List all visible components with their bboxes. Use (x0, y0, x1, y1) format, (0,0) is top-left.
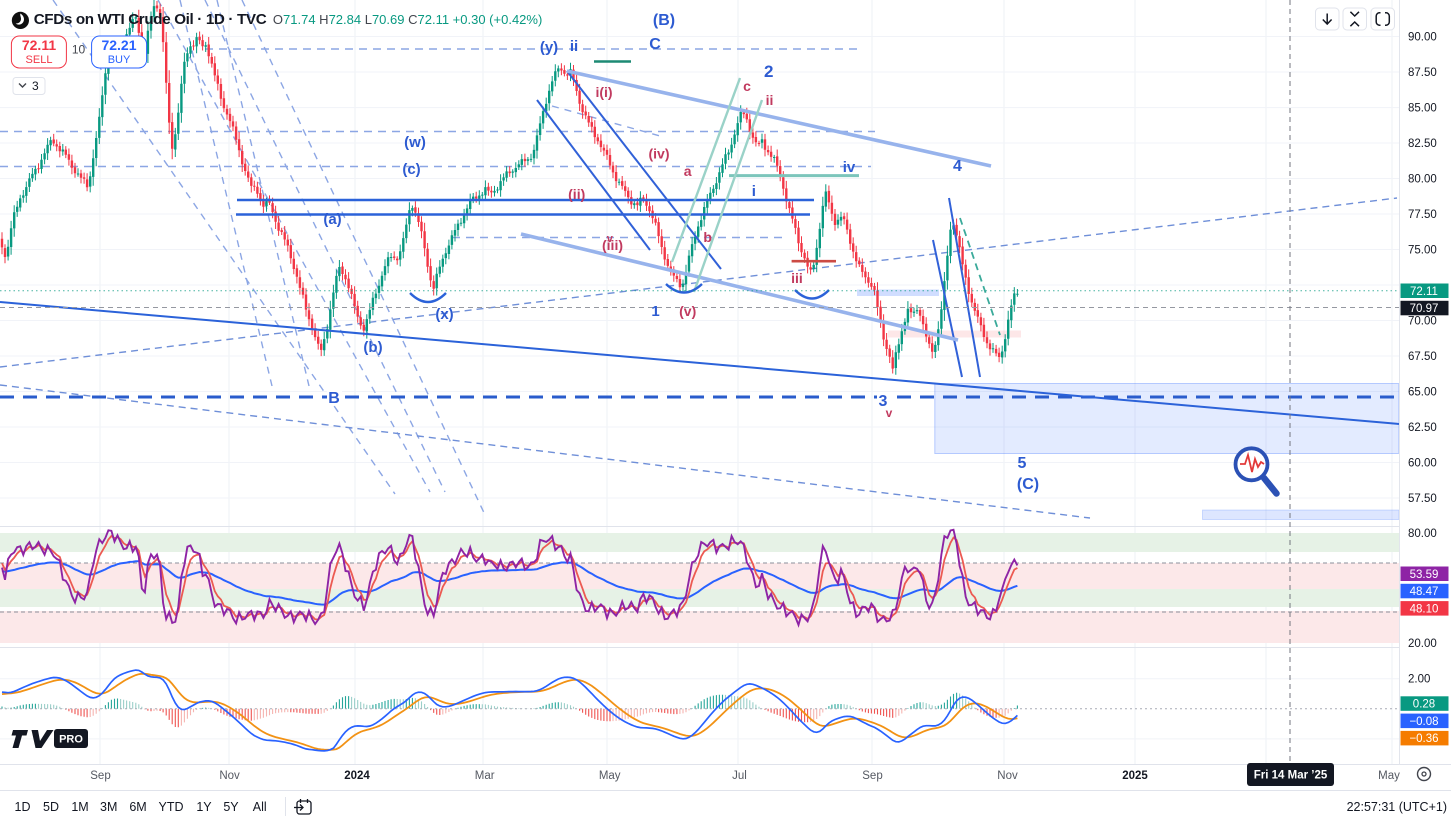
svg-text:3M: 3M (100, 800, 117, 814)
svg-text:v: v (886, 406, 893, 420)
svg-text:C: C (649, 36, 661, 53)
svg-text:1M: 1M (71, 800, 88, 814)
svg-text:2025: 2025 (1122, 770, 1148, 782)
svg-text:May: May (599, 770, 621, 782)
svg-text:87.50: 87.50 (1408, 67, 1437, 79)
svg-text:82.50: 82.50 (1408, 138, 1437, 150)
svg-text:70.97: 70.97 (1410, 303, 1439, 315)
svg-text:−0.36: −0.36 (1409, 733, 1438, 745)
svg-text:YTD: YTD (159, 800, 184, 814)
svg-text:2: 2 (764, 62, 773, 81)
svg-text:62.50: 62.50 (1408, 422, 1437, 434)
svg-text:3: 3 (32, 79, 39, 93)
svg-text:72.11: 72.11 (22, 37, 56, 53)
svg-text:(B): (B) (653, 12, 675, 29)
svg-text:4: 4 (953, 158, 962, 175)
svg-text:0.28: 0.28 (1413, 699, 1435, 711)
svg-text:48.47: 48.47 (1410, 586, 1439, 598)
svg-text:1: 1 (651, 303, 659, 320)
svg-text:65.00: 65.00 (1408, 387, 1437, 399)
svg-text:Nov: Nov (997, 770, 1018, 782)
svg-text:(iv): (iv) (649, 146, 670, 162)
svg-text:CFDs on WTI Crude Oil · 1D · T: CFDs on WTI Crude Oil · 1D · TVC (34, 11, 267, 28)
svg-text:67.50: 67.50 (1408, 351, 1437, 363)
svg-text:iii: iii (791, 270, 803, 286)
svg-text:1Y: 1Y (196, 800, 212, 814)
svg-text:(w): (w) (404, 134, 426, 151)
svg-text:a: a (684, 163, 692, 179)
svg-text:Sep: Sep (90, 770, 110, 782)
svg-text:22:57:31 (UTC+1): 22:57:31 (UTC+1) (1347, 800, 1447, 814)
svg-text:Sep: Sep (862, 770, 882, 782)
svg-text:60.00: 60.00 (1408, 458, 1437, 470)
svg-text:75.00: 75.00 (1408, 245, 1437, 257)
svg-text:B: B (328, 390, 340, 407)
svg-text:c: c (743, 78, 751, 94)
svg-text:72.21: 72.21 (101, 37, 136, 53)
svg-text:All: All (253, 800, 267, 814)
svg-text:O71.74 H72.84 L70.69 C72.11 +0: O71.74 H72.84 L70.69 C72.11 +0.30 (+0.42… (273, 12, 542, 27)
svg-text:5D: 5D (43, 800, 59, 814)
svg-text:5Y: 5Y (223, 800, 239, 814)
svg-text:20.00: 20.00 (1408, 638, 1437, 650)
svg-text:(C): (C) (1017, 476, 1039, 493)
svg-text:3: 3 (879, 393, 888, 410)
svg-text:SELL: SELL (26, 54, 53, 66)
svg-text:90.00: 90.00 (1408, 32, 1437, 44)
svg-text:80.00: 80.00 (1408, 528, 1437, 540)
svg-text:Nov: Nov (219, 770, 240, 782)
svg-text:May: May (1378, 770, 1400, 782)
svg-text:85.00: 85.00 (1408, 103, 1437, 115)
svg-text:6M: 6M (129, 800, 146, 814)
svg-text:−0.08: −0.08 (1409, 716, 1438, 728)
svg-text:(y): (y) (540, 39, 558, 56)
svg-text:(v): (v) (679, 303, 696, 319)
svg-text:77.50: 77.50 (1408, 209, 1437, 221)
svg-text:(c): (c) (402, 161, 420, 178)
svg-text:ii: ii (766, 92, 774, 108)
svg-text:5: 5 (1018, 455, 1027, 472)
svg-text:BUY: BUY (108, 54, 131, 66)
svg-text:70.00: 70.00 (1408, 316, 1437, 328)
svg-text:1D: 1D (15, 800, 31, 814)
svg-text:ii: ii (570, 38, 578, 55)
svg-text:iv: iv (843, 159, 856, 176)
svg-text:i(i): i(i) (595, 84, 612, 100)
svg-text:2.00: 2.00 (1408, 674, 1430, 686)
svg-text:72.11: 72.11 (1410, 286, 1438, 298)
svg-text:48.10: 48.10 (1410, 603, 1439, 615)
svg-text:PRO: PRO (59, 734, 83, 746)
svg-text:57.50: 57.50 (1408, 493, 1437, 505)
svg-text:(ii): (ii) (568, 186, 585, 202)
svg-text:2024: 2024 (344, 770, 370, 782)
svg-text:i: i (752, 183, 756, 200)
svg-text:(iii): (iii) (602, 237, 623, 253)
svg-text:Mar: Mar (475, 770, 495, 782)
svg-text:(a): (a) (323, 211, 341, 228)
svg-text:80.00: 80.00 (1408, 174, 1437, 186)
svg-text:10: 10 (72, 43, 86, 57)
svg-text:53.59: 53.59 (1410, 569, 1439, 581)
svg-text:b: b (703, 229, 712, 245)
svg-text:Jul: Jul (732, 770, 747, 782)
svg-text:(x): (x) (435, 306, 453, 323)
svg-text:(b): (b) (363, 339, 382, 356)
svg-text:Fri 14 Mar ’25: Fri 14 Mar ’25 (1254, 770, 1328, 782)
svg-text:v: v (607, 233, 614, 245)
